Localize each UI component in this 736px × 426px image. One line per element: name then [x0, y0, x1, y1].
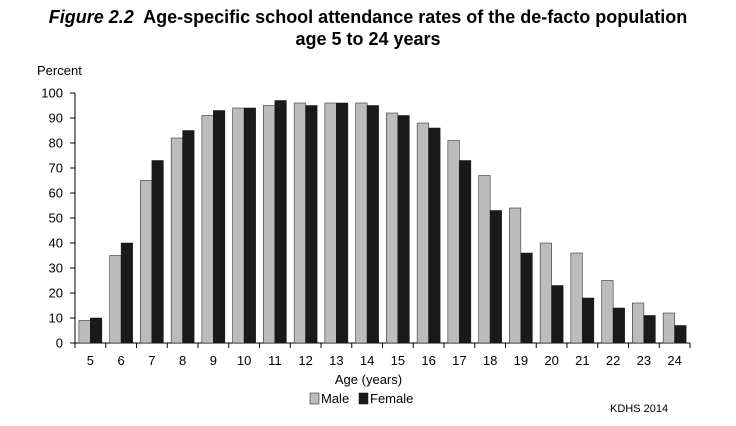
x-tick-label: 17	[452, 353, 466, 368]
x-tick-label: 23	[637, 353, 651, 368]
y-tick-label: 90	[49, 111, 63, 126]
bar-female-age-16	[428, 127, 441, 344]
bar-male-age-20	[539, 242, 552, 344]
bar-male-age-6	[109, 255, 122, 344]
bar-female-age-21	[582, 297, 595, 344]
x-tick-label: 11	[268, 353, 282, 368]
bar-female-age-20	[551, 285, 564, 344]
y-tick-label: 30	[49, 261, 63, 276]
bar-female-age-13	[336, 102, 349, 344]
x-tick-label: 18	[483, 353, 497, 368]
bar-female-age-11	[274, 100, 287, 344]
bar-female-age-15	[397, 115, 410, 344]
bar-female-age-6	[120, 242, 133, 344]
y-tick-label: 10	[49, 311, 63, 326]
y-tick-label: 0	[56, 336, 63, 351]
x-tick-label: 5	[87, 353, 94, 368]
x-tick-label: 10	[237, 353, 251, 368]
x-tick-label: 19	[514, 353, 528, 368]
bar-male-age-19	[509, 207, 522, 344]
x-tick-label: 8	[179, 353, 186, 368]
x-tick-label: 16	[421, 353, 435, 368]
y-tick-label: 80	[49, 136, 63, 151]
bar-female-age-17	[459, 160, 472, 344]
bar-male-age-15	[386, 112, 399, 344]
bar-male-age-8	[170, 137, 183, 344]
x-tick-label: 22	[606, 353, 620, 368]
y-tick-label: 50	[49, 211, 63, 226]
legend-label-male: Male	[321, 391, 349, 406]
title-line-2: age 5 to 24 years	[295, 29, 441, 49]
chart-title: Figure 2.2 Age-specific school attendanc…	[0, 6, 736, 50]
bar-male-age-14	[355, 102, 368, 344]
bar-male-age-7	[140, 180, 153, 344]
bar-female-age-5	[90, 317, 103, 344]
bar-male-age-9	[201, 115, 214, 344]
x-tick-label: 12	[298, 353, 312, 368]
legend-label-female: Female	[370, 391, 413, 406]
x-tick-label: 24	[667, 353, 681, 368]
y-tick-label: 60	[49, 186, 63, 201]
bar-male-age-10	[232, 107, 245, 344]
bar-female-age-18	[489, 210, 502, 344]
x-tick-label: 13	[329, 353, 343, 368]
bar-male-age-22	[601, 280, 614, 344]
legend-swatch-female	[358, 392, 369, 405]
x-tick-label: 20	[544, 353, 558, 368]
bar-female-age-8	[182, 130, 195, 344]
bar-male-age-17	[447, 140, 460, 344]
bar-female-age-14	[366, 105, 379, 344]
bar-male-age-24	[662, 312, 675, 344]
bar-male-age-12	[293, 102, 306, 344]
x-tick-label: 21	[575, 353, 589, 368]
bar-female-age-12	[305, 105, 318, 344]
bar-female-age-7	[151, 160, 164, 344]
bar-male-age-21	[570, 252, 583, 344]
bar-male-age-11	[263, 105, 276, 344]
bar-female-age-24	[674, 325, 687, 344]
legend-swatch-male	[309, 392, 320, 405]
x-tick-label: 15	[391, 353, 405, 368]
bar-female-age-9	[213, 110, 226, 344]
bar-male-age-23	[632, 302, 645, 344]
y-axis-label: Percent	[37, 63, 82, 78]
bar-female-age-19	[520, 252, 533, 344]
bar-male-age-5	[78, 320, 91, 344]
x-tick-label: 7	[148, 353, 155, 368]
y-tick-label: 20	[49, 286, 63, 301]
y-tick-label: 100	[41, 86, 63, 101]
bar-male-age-16	[416, 122, 429, 344]
x-axis-label: Age (years)	[335, 372, 402, 387]
source-note: KDHS 2014	[610, 403, 669, 415]
title-line-1: Age-specific school attendance rates of …	[143, 7, 688, 27]
bar-male-age-13	[324, 102, 337, 344]
y-tick-label: 70	[49, 161, 63, 176]
x-tick-label: 14	[360, 353, 374, 368]
x-tick-label: 6	[118, 353, 125, 368]
bar-male-age-18	[478, 175, 491, 344]
y-tick-label: 40	[49, 236, 63, 251]
bar-female-age-22	[612, 307, 625, 344]
x-tick-label: 9	[210, 353, 217, 368]
bar-female-age-10	[243, 107, 256, 344]
bar-female-age-23	[643, 315, 656, 344]
figure-label: Figure 2.2	[48, 7, 134, 27]
